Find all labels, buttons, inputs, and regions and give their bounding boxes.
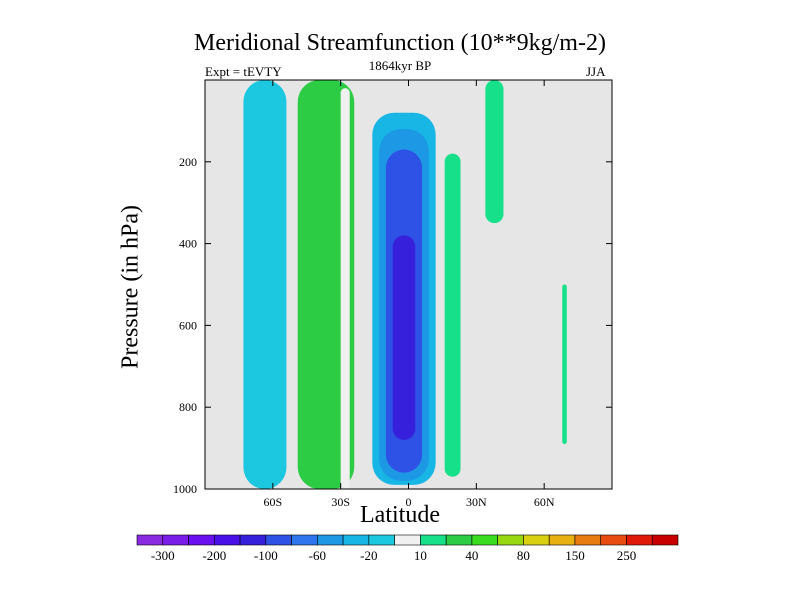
chart-title: Meridional Streamfunction (10**9kg/m-2) [194,30,606,56]
y-ticks: 200 400 600 800 1000 [173,155,612,496]
colorbar-swatch-17 [574,534,602,546]
chart-subtitle: 1864kyr BP [368,58,432,73]
colorbar-swatch-6 [291,534,318,546]
y-tick-label: 200 [179,155,197,169]
colorbar-label: -100 [254,548,278,563]
contour-region-2 [340,88,350,489]
y-tick-label: 600 [179,318,197,332]
contour-region-8 [485,80,504,224]
colorbar-swatch-12 [445,534,473,546]
x-tick-label: 30N [466,495,487,509]
colorbar-label: -60 [309,548,326,563]
colorbar-swatch-9 [368,534,395,546]
colorbar-swatch-18 [600,534,627,546]
x-tick-label: 60S [263,495,282,509]
colorbar-swatch-2 [188,534,215,546]
contour-region-7 [444,153,461,477]
colorbar-label: 80 [517,548,530,563]
x-tick-label: 0 [406,495,412,509]
colorbar: -300 -200 -100 -60 -20 10 40 80 150 250 [136,534,679,563]
colorbar-swatch-8 [342,534,370,546]
colorbar-swatch-11 [420,534,447,546]
colorbar-swatch-5 [265,534,292,546]
y-tick-label: 800 [179,400,197,414]
colorbar-swatch-10 [394,534,421,546]
contour-region-9 [562,284,567,445]
contour-region-0 [243,80,287,489]
colorbar-label: 150 [565,548,585,563]
colorbar-label: 10 [414,548,427,563]
colorbar-swatch-16 [548,534,576,546]
x-axis-label: Latitude [360,502,440,528]
colorbar-swatch-3 [213,534,241,546]
season-annotation: JJA [586,64,606,79]
y-tick-label: 1000 [173,482,197,496]
colorbar-swatch-19 [626,534,653,546]
colorbar-swatch-14 [497,534,524,546]
contour-region-6 [392,235,416,440]
contour-regions [243,80,567,489]
colorbar-swatch-4 [239,534,267,546]
x-tick-label: 30S [331,495,350,509]
contour-region-1 [297,80,355,489]
colorbar-label: -20 [360,548,377,563]
colorbar-swatch-7 [317,534,344,546]
colorbar-swatch-15 [523,534,550,546]
colorbar-swatch-20 [651,534,679,546]
colorbar-label: -300 [151,548,175,563]
colorbar-label: 40 [465,548,478,563]
x-ticks: 60S 30S 0 30N 60N [263,80,555,509]
experiment-annotation: Expt = tEVTY [205,64,282,79]
colorbar-swatch-13 [471,534,498,546]
colorbar-swatch-0 [136,534,164,546]
colorbar-label: -200 [202,548,226,563]
colorbar-swatch-1 [162,534,189,546]
y-tick-label: 400 [179,237,197,251]
colorbar-label: 250 [617,548,637,563]
x-tick-label: 60N [534,495,555,509]
